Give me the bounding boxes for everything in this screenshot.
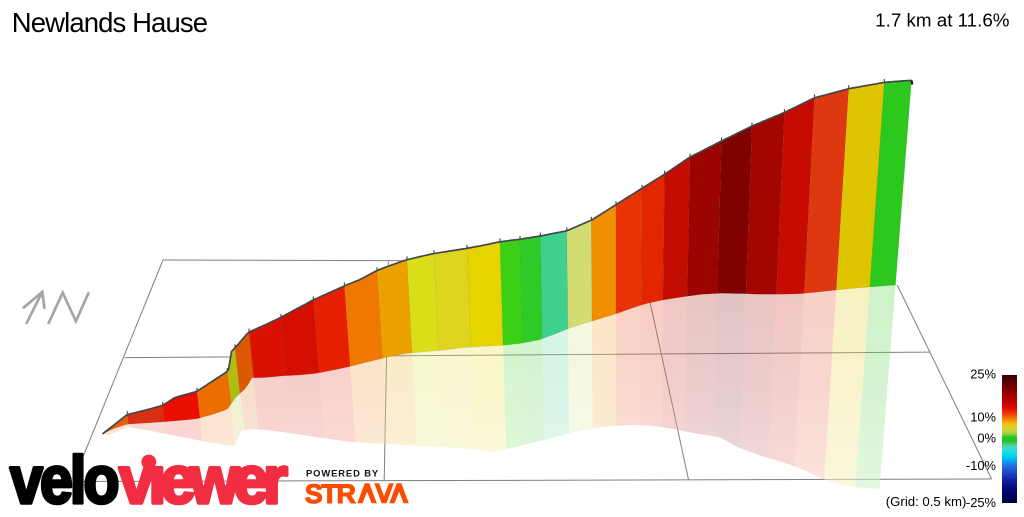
svg-text:(Grid: 0.5 km): (Grid: 0.5 km) [886, 494, 967, 509]
svg-text:1.7 km at 11.6%: 1.7 km at 11.6% [875, 9, 1010, 30]
svg-text:STR: STR [305, 479, 356, 509]
svg-text:vıewer: vıewer [119, 442, 287, 512]
svg-text:velo: velo [10, 444, 118, 512]
svg-text:25%: 25% [970, 367, 996, 382]
svg-text:-25%: -25% [966, 495, 996, 510]
svg-text:0%: 0% [977, 431, 996, 446]
svg-text:Newlands Hause: Newlands Hause [12, 7, 208, 38]
svg-text:10%: 10% [970, 409, 996, 424]
svg-text:-10%: -10% [966, 458, 996, 473]
svg-text:POWERED BY: POWERED BY [306, 468, 379, 479]
